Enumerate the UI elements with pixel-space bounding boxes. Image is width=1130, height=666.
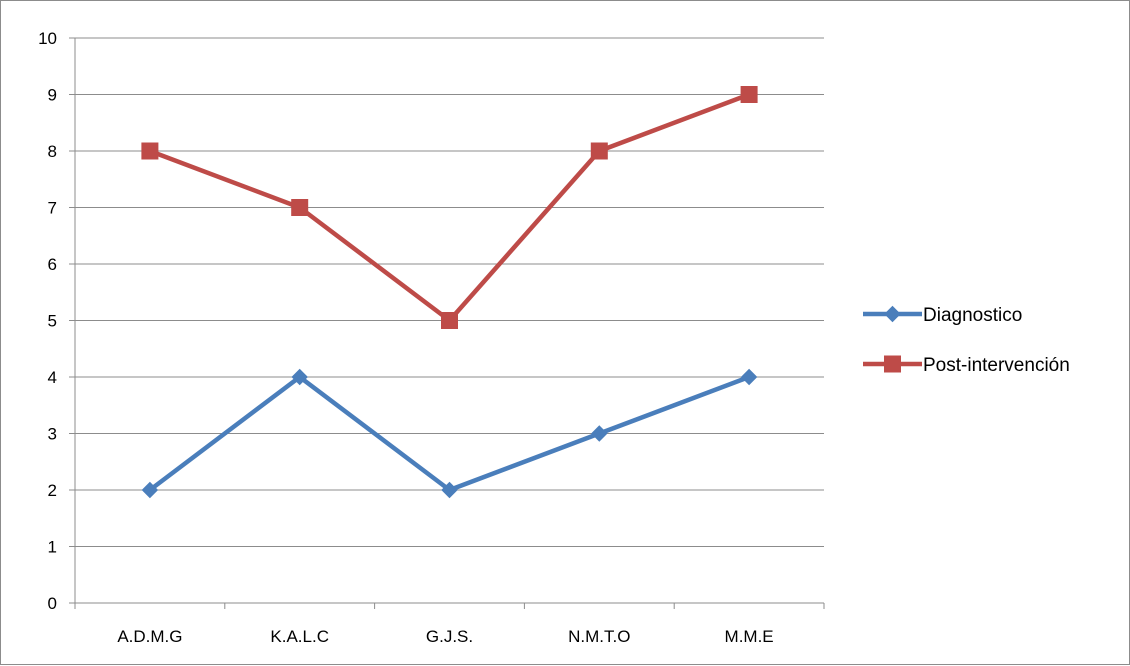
data-point [740,86,758,103]
y-tick-label: 3 [48,425,57,444]
y-tick-label: 9 [48,86,57,105]
x-axis-ticks: A.D.M.G K.A.L.C G.J.S. N.M.T.O M.M.E [74,603,825,646]
data-point [441,312,458,329]
legend-item-0: Diagnostico [863,305,1022,326]
y-tick-label: 4 [48,368,57,387]
data-point [291,368,308,386]
data-point [291,199,309,216]
legend-item-1: Post-intervención [863,355,1070,376]
data-point [740,368,758,386]
series [141,86,758,499]
series-0 [141,368,758,499]
data-point [141,142,159,160]
x-tick-label: N.M.T.O [568,627,630,646]
legend-label: Diagnostico [923,305,1022,326]
data-point [141,481,159,499]
legend: Diagnostico Post-intervención [863,305,1070,376]
y-tick-label: 7 [48,199,57,218]
y-tick-label: 2 [48,481,57,500]
x-tick-label: K.A.L.C [270,627,329,646]
y-tick-label: 6 [48,255,57,274]
x-tick-label: A.D.M.G [117,627,182,646]
data-point [441,481,458,499]
data-point [590,142,608,160]
series-1 [141,86,758,329]
y-tick-label: 0 [48,594,57,613]
gridlines [75,37,824,547]
y-tick-label: 1 [48,538,57,557]
y-axis-ticks: 0 1 2 3 4 5 6 7 8 9 10 [38,29,75,613]
y-tick-label: 8 [48,142,57,161]
legend-marker [884,355,901,373]
legend-marker [884,305,901,323]
legend-label: Post-intervención [923,355,1070,376]
x-tick-label: M.M.E [725,627,774,646]
data-point [591,425,608,442]
x-tick-label: G.J.S. [426,627,473,646]
y-tick-label: 10 [38,29,57,48]
y-tick-label: 5 [48,312,57,331]
